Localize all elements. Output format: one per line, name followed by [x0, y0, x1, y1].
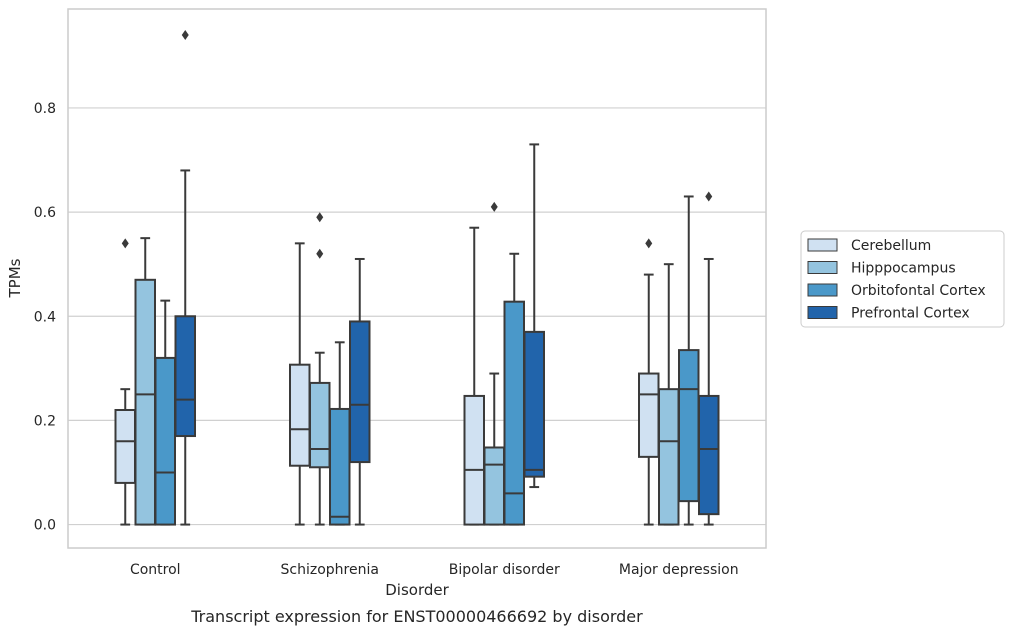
y-axis-title: TPMs	[6, 258, 24, 298]
outlier-point	[645, 238, 653, 249]
box-prefrontal-cortex	[523, 143, 545, 489]
legend-frame	[800, 230, 1005, 328]
box-iqr	[503, 300, 525, 526]
legend: Cerebellum Hipppocampus Orbitofontal Corte…	[800, 230, 1005, 328]
y-tick-label: 0.8	[34, 101, 56, 117]
legend-swatch	[807, 261, 838, 274]
box-iqr	[134, 278, 156, 526]
box-orbitofontal-cortex	[154, 299, 176, 526]
box-iqr	[463, 394, 485, 526]
x-axis-title: Disorder	[385, 581, 449, 599]
outlier-point	[490, 201, 498, 212]
box-iqr	[114, 408, 136, 484]
y-tick-labels: 0.0 0.2 0.4 0.6 0.8	[34, 101, 56, 534]
legend-swatch	[807, 238, 838, 252]
x-tick-label: Schizophrenia	[281, 562, 379, 578]
box-iqr	[174, 315, 196, 438]
box-iqr	[638, 372, 660, 458]
chart-caption: Transcript expression for ENST0000046669…	[190, 607, 643, 626]
box-prefrontal-cortex	[698, 191, 720, 526]
box-iqr	[698, 394, 720, 516]
x-tick-label: Bipolar disorder	[449, 562, 560, 578]
box-orbitofontal-cortex	[678, 195, 700, 526]
box-cerebellum	[114, 238, 136, 526]
legend-label: Cerebellum	[851, 238, 931, 254]
box-iqr	[678, 349, 700, 503]
box-prefrontal-cortex	[349, 257, 371, 526]
x-tick-label: Major depression	[619, 562, 739, 578]
box-hipppocampus	[134, 237, 156, 526]
legend-swatch	[807, 283, 838, 297]
outlier-point	[316, 248, 324, 259]
plot-frame	[67, 8, 767, 549]
box-cerebellum	[638, 238, 660, 526]
box-iqr	[658, 388, 680, 526]
y-tick-label: 0.2	[34, 413, 56, 429]
box-hipppocampus	[483, 201, 505, 526]
box-orbitofontal-cortex	[503, 252, 525, 526]
box-iqr	[329, 407, 351, 526]
outlier-point	[316, 212, 324, 223]
legend-swatch	[807, 306, 838, 319]
box-iqr	[154, 356, 176, 526]
x-tick-labels: Control Schizophrenia Bipolar disorder Majo…	[130, 562, 739, 578]
outlier-point	[121, 238, 129, 249]
box-iqr	[523, 330, 545, 478]
box-iqr	[483, 446, 505, 526]
y-tick-label: 0.4	[34, 309, 56, 325]
box-cerebellum	[463, 226, 485, 526]
outlier-point	[181, 30, 189, 41]
box-prefrontal-cortex	[174, 30, 196, 526]
y-tick-label: 0.0	[34, 518, 56, 534]
outlier-point	[705, 191, 713, 202]
legend-label: Hipppocampus	[851, 261, 956, 277]
legend-items: Cerebellum Hipppocampus Orbitofontal Corte…	[807, 238, 986, 322]
box-cerebellum	[289, 242, 311, 526]
box-plots	[114, 30, 720, 526]
legend-label: Orbitofontal Cortex	[851, 283, 986, 299]
box-iqr	[349, 320, 371, 464]
y-tick-label: 0.6	[34, 205, 56, 221]
box-hipppocampus	[309, 212, 331, 526]
box-hipppocampus	[658, 263, 680, 526]
x-tick-label: Control	[130, 562, 181, 578]
box-iqr	[289, 363, 311, 467]
box-iqr	[309, 381, 331, 469]
box-orbitofontal-cortex	[329, 341, 351, 526]
legend-label: Prefrontal Cortex	[851, 306, 970, 322]
